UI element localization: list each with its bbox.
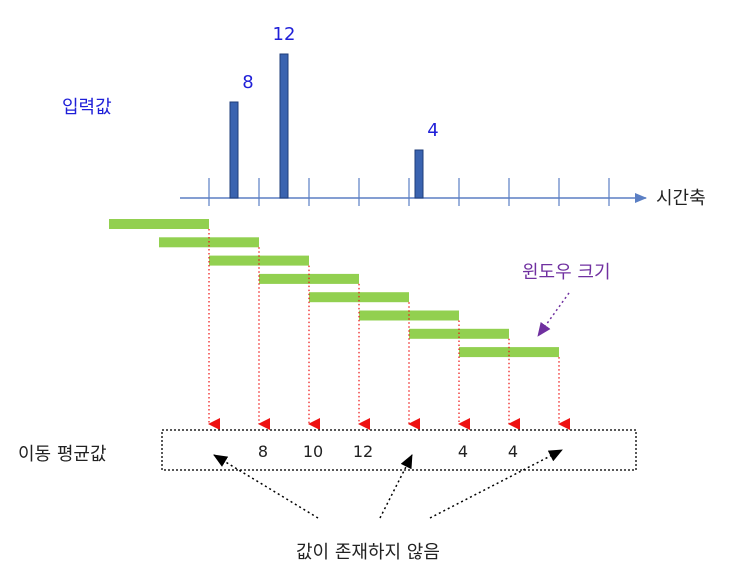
moving-average-value: 10	[303, 442, 323, 461]
input-label: 입력값	[62, 97, 112, 118]
input-bar	[414, 149, 424, 199]
moving-average-value: 4	[458, 442, 468, 461]
window-size-label: 윈도우 크기	[522, 262, 611, 283]
input-bars: 8 12 4	[229, 24, 439, 199]
no-value-label: 값이 존재하지 않음	[296, 542, 440, 563]
moving-average-values: 8 10 12 4 4	[258, 442, 518, 461]
window-bars	[109, 219, 559, 358]
input-bar	[279, 53, 289, 199]
moving-average-value: 8	[258, 442, 268, 461]
no-value-arrow-middle	[379, 454, 413, 519]
input-value-label: 4	[427, 120, 438, 141]
moving-average-value: 12	[353, 442, 373, 461]
window-size-arrow	[537, 292, 570, 337]
time-axis	[180, 178, 647, 206]
axis-ticks	[208, 178, 610, 206]
input-value-label: 8	[242, 72, 253, 93]
input-bar	[229, 101, 239, 199]
drop-lines	[208, 229, 570, 430]
moving-average-box	[161, 429, 637, 471]
no-value-arrow-left	[213, 454, 319, 519]
moving-average-label: 이동 평균값	[18, 444, 107, 465]
window-bar	[109, 219, 209, 229]
time-axis-label: 시간축	[656, 188, 706, 209]
moving-average-value: 4	[508, 442, 518, 461]
input-value-label: 12	[273, 24, 296, 45]
no-value-arrow-right	[429, 449, 563, 519]
no-value-arrows	[213, 449, 563, 519]
